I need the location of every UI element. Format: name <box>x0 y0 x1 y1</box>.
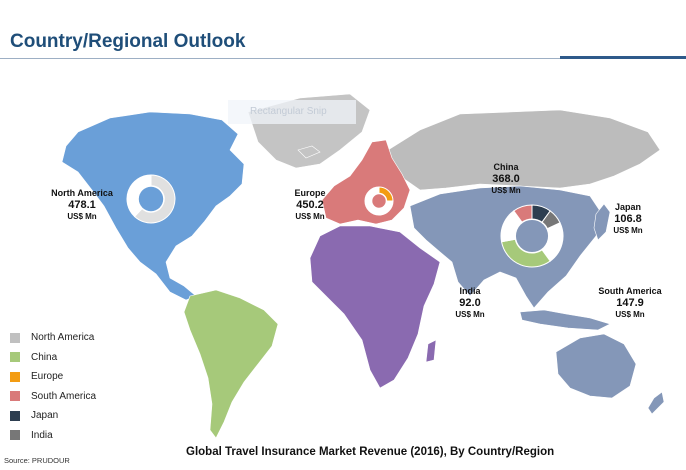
russia-shape <box>387 109 661 191</box>
legend-label: North America <box>31 332 95 344</box>
label-south-america: South America 147.9 US$ Mn <box>598 286 662 319</box>
legend-swatch <box>10 352 20 363</box>
label-japan: Japan 106.8 US$ Mn <box>613 202 643 235</box>
label-china: China 368.0 US$ Mn <box>491 162 521 195</box>
legend-swatch <box>10 332 20 343</box>
madagascar-shape <box>425 339 437 363</box>
legend-item: North America <box>10 328 96 348</box>
label-europe: Europe 450.2 US$ Mn <box>294 188 326 221</box>
legend-label: China <box>31 351 58 363</box>
donut-hole <box>138 186 164 212</box>
page-title: Country/Regional Outlook <box>10 31 246 52</box>
china-donut <box>500 204 564 268</box>
label-india: India 92.0 US$ Mn <box>455 286 485 319</box>
legend-swatch <box>10 410 20 421</box>
donut-hole <box>372 194 386 208</box>
africa-shape <box>309 225 441 389</box>
legend-item: South America <box>10 387 96 407</box>
map-caption: Global Travel Insurance Market Revenue (… <box>186 446 555 458</box>
donut-segment <box>513 204 533 223</box>
new-zealand-shape <box>647 391 665 415</box>
south-america-shape <box>183 289 279 439</box>
australia-shape <box>555 333 637 399</box>
europe-donut <box>364 186 394 216</box>
donut-segment <box>364 186 394 216</box>
legend-label: Japan <box>31 410 59 422</box>
legend-item: Europe <box>10 367 96 387</box>
legend-swatch <box>10 430 20 441</box>
title-divider <box>0 58 686 59</box>
donut-hole <box>515 219 549 253</box>
legend-item: China <box>10 348 96 368</box>
label-north-america: North America 478.1 US$ Mn <box>51 188 113 221</box>
snip-overlay: Rectangular Snip <box>228 100 356 124</box>
legend-swatch <box>10 391 20 402</box>
legend-label: South America <box>31 390 97 402</box>
japan-shape <box>593 203 611 241</box>
source-note: Source: PRUDOUR <box>4 456 70 465</box>
map-legend: North America China Europe South America… <box>10 328 96 445</box>
legend-swatch <box>10 371 20 382</box>
iceland-shape <box>297 145 321 159</box>
title-divider-accent <box>560 56 686 59</box>
donut-segment <box>133 174 176 224</box>
indonesia-shape <box>519 309 611 331</box>
legend-label: Europe <box>31 371 64 383</box>
legend-item: Japan <box>10 406 96 426</box>
north-america-donut <box>126 174 176 224</box>
legend-item: India <box>10 426 96 446</box>
donut-segment <box>126 174 152 218</box>
legend-label: India <box>31 429 53 441</box>
